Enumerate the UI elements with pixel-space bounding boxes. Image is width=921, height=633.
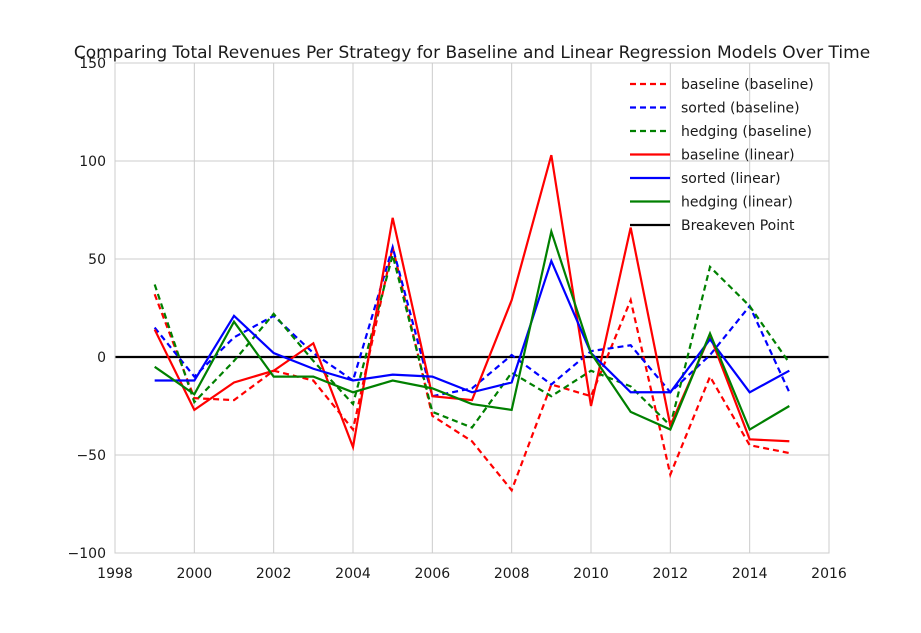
series-line-1 [153,243,791,398]
y-tick-label: 150 [79,56,106,72]
x-tick-label: 2010 [573,566,609,582]
legend-label: sorted (linear) [681,171,781,187]
x-tick-label: 2008 [494,566,530,582]
series-lines [153,154,791,493]
x-tick-label: 2006 [415,566,451,582]
tick-labels: 1998 2000 2002 2004 2006 2008 2010 2012 2014 2016… [68,56,847,582]
x-tick-label: 1998 [97,566,133,582]
x-tick-label: 2014 [732,566,768,582]
chart-title: Comparing Total Revenues Per Strategy fo… [74,43,870,63]
y-tick-label: −50 [76,448,106,464]
x-tick-label: 2002 [256,566,292,582]
y-tick-label: −100 [68,546,106,562]
plot-frame [114,62,830,554]
legend-label: baseline (linear) [681,148,795,164]
legend-label: hedging (linear) [681,195,793,211]
x-tick-label: 2004 [335,566,371,582]
y-tick-label: 0 [97,350,106,366]
legend-label: hedging (baseline) [681,124,812,140]
x-tick-label: 2016 [811,566,847,582]
y-tick-label: 100 [79,154,106,170]
legend-label: sorted (baseline) [681,101,800,117]
x-tick-label: 2012 [653,566,689,582]
x-tick-label: 2000 [177,566,213,582]
series-line-5 [154,227,790,432]
y-tick-label: 50 [88,252,106,268]
legend-label: Breakeven Point [681,218,795,234]
series-line-2 [153,250,791,429]
series-line-0 [153,246,790,493]
series-line-4 [154,257,790,394]
legend: baseline (baseline) sorted (baseline) hedg… [630,77,814,234]
legend-label: baseline (baseline) [681,77,814,93]
